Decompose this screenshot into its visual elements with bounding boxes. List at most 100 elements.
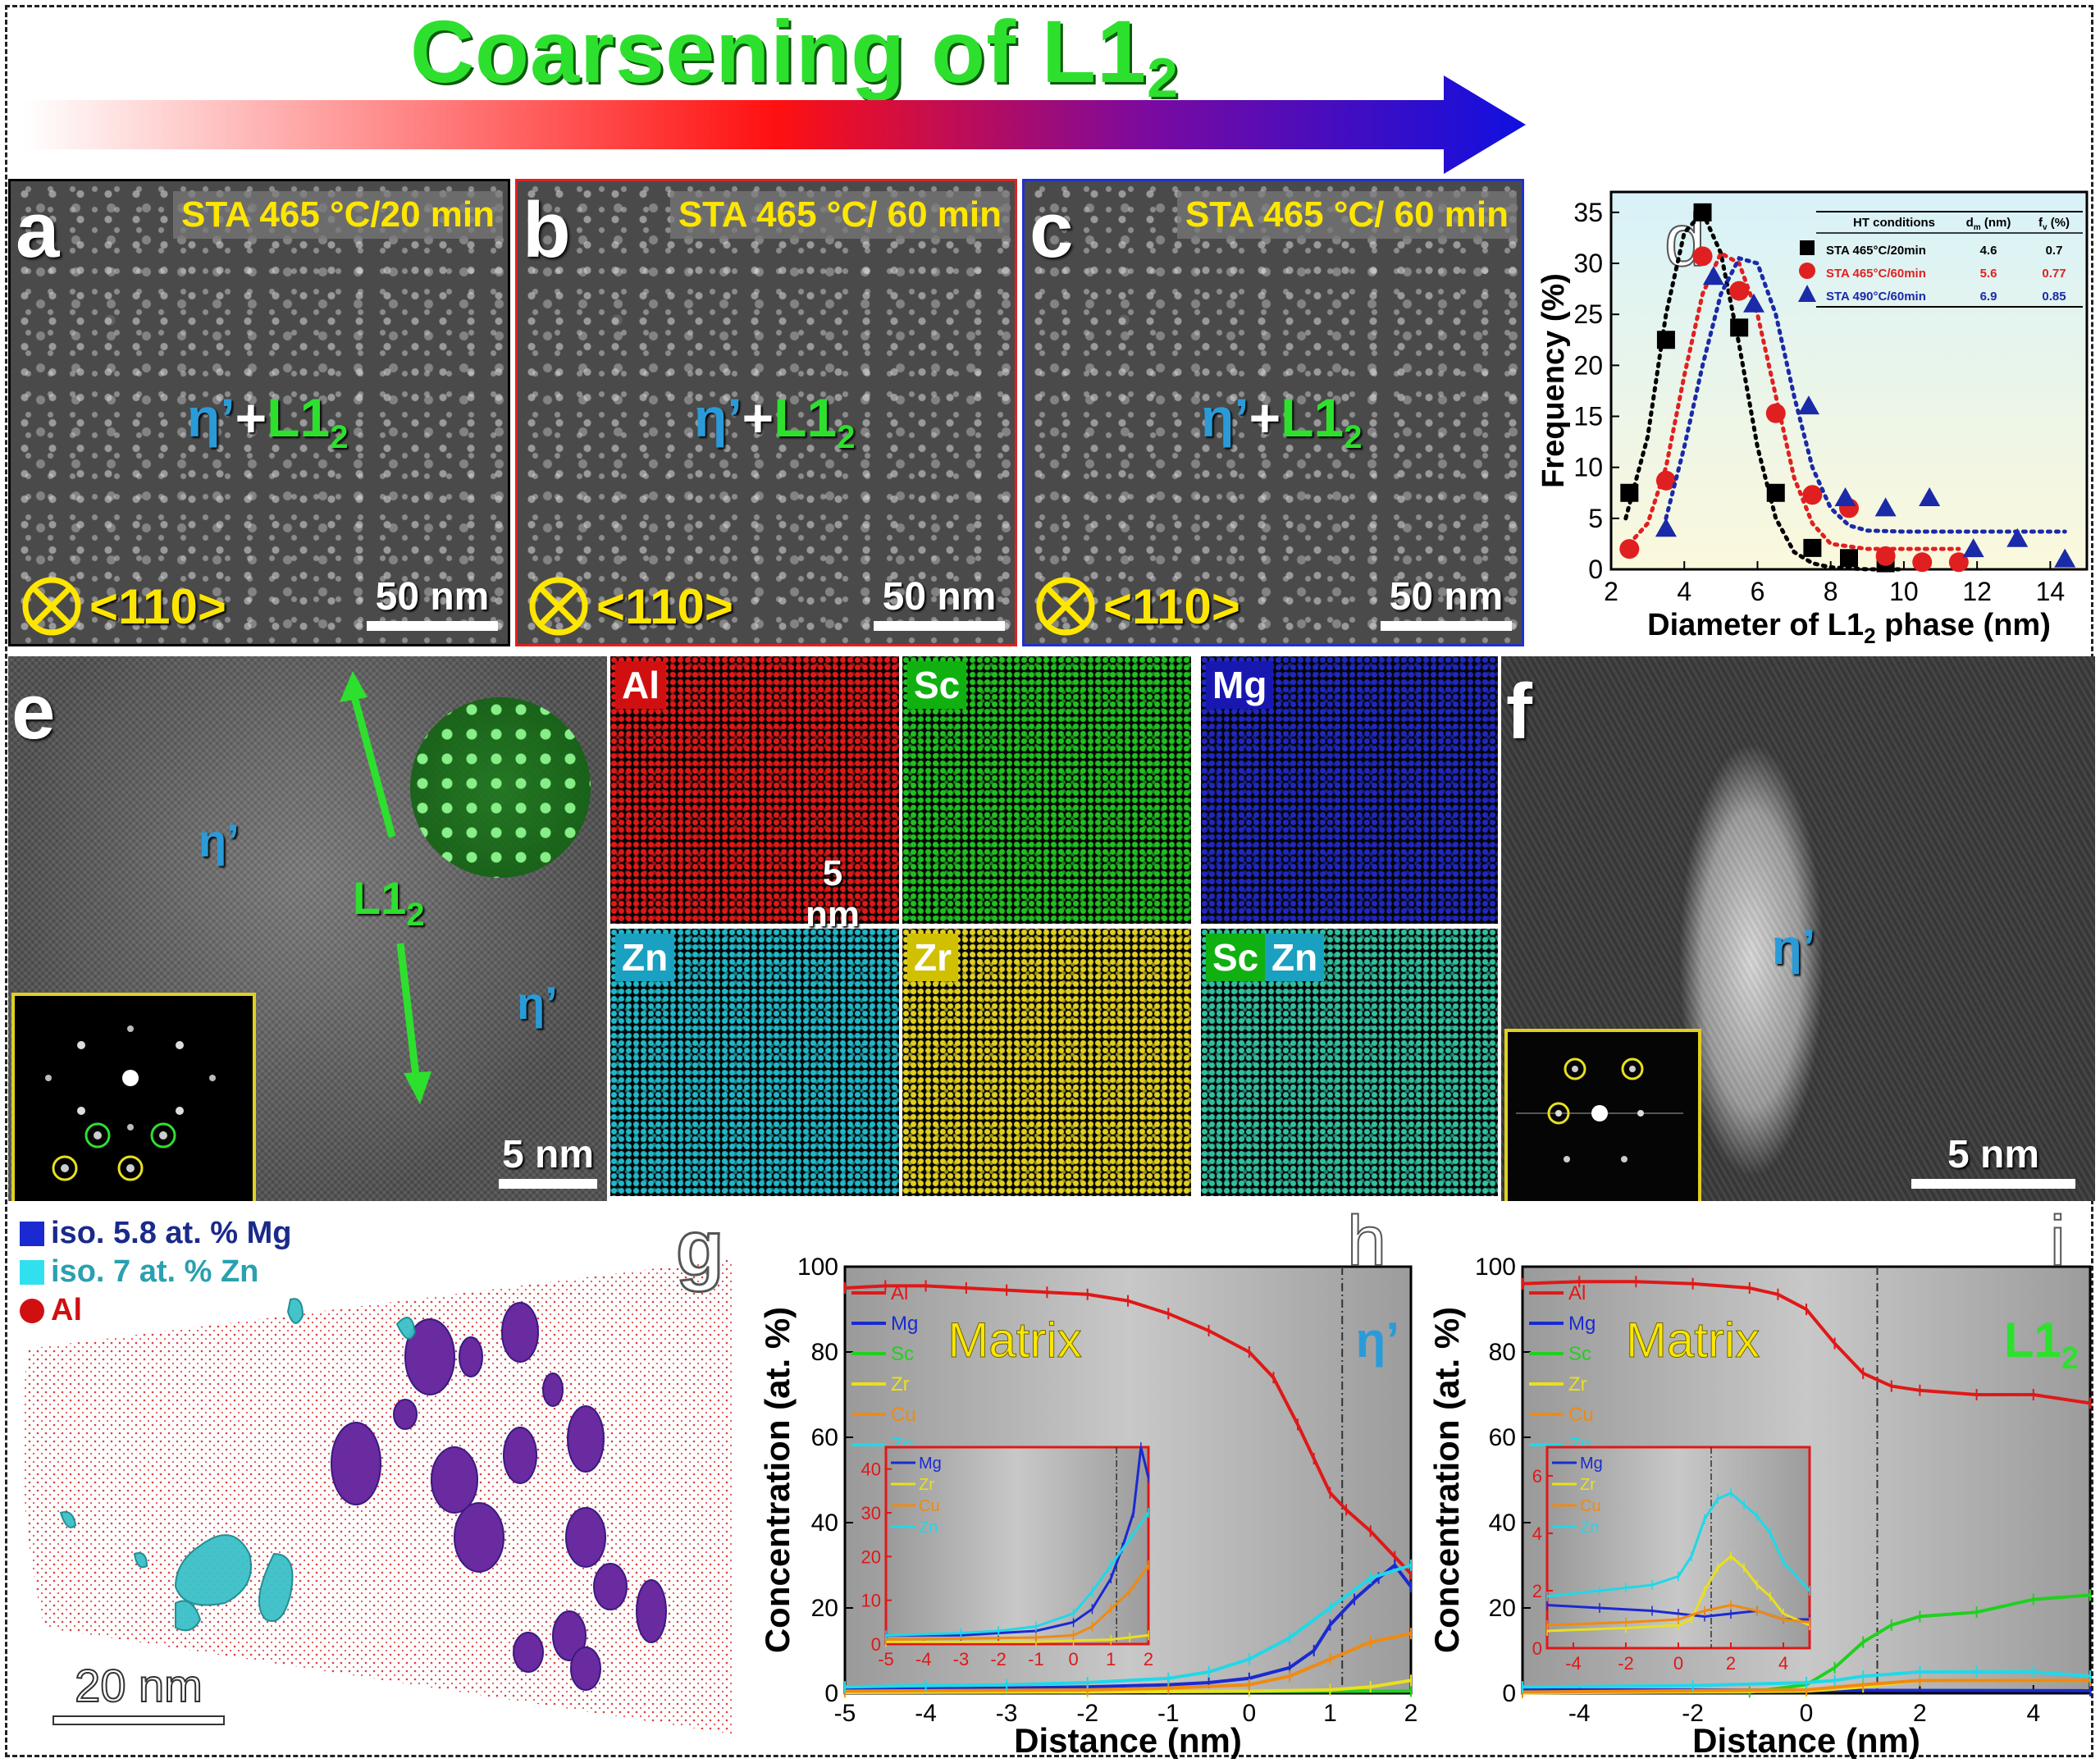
y-tick-label: 25	[1573, 299, 1603, 329]
x-tick-label: -4	[1568, 1700, 1591, 1727]
panel-tag-i: i	[2050, 1209, 2066, 1281]
zone-axis: <110>	[21, 575, 226, 637]
data-point-circle	[1912, 552, 1933, 573]
fft-pattern-f	[1516, 1057, 1683, 1162]
x-tick-label: -2	[1076, 1700, 1098, 1727]
x-tick-label: 6	[1751, 577, 1765, 606]
panel-tag-f: f	[1506, 668, 1532, 756]
series-line-sc	[1522, 1593, 2091, 1694]
inset-y-tick-label: 0	[1532, 1638, 1542, 1659]
inset-x-tick-label: -5	[878, 1649, 894, 1669]
table-cell-dm: 4.6	[1980, 244, 1997, 258]
inset-x-tick-label: 2	[1726, 1653, 1736, 1674]
apt-legend: iso. 5.8 at. % Mg iso. 7 at. % Zn Al	[20, 1216, 292, 1328]
table-cell-condition: STA 490°C/60min	[1826, 290, 1926, 304]
inset-plot-area	[884, 1446, 1150, 1646]
data-point-circle	[1619, 539, 1640, 560]
inset-y-tick-label: 6	[1532, 1466, 1542, 1487]
legend-label: Cu	[891, 1404, 916, 1426]
tspan: v	[2043, 223, 2048, 232]
inset-y-tick-label: 20	[861, 1546, 881, 1567]
legend-label: Sc	[891, 1343, 914, 1365]
fit-curve-2	[1664, 255, 2067, 534]
scale-bar-e: 5 nm	[499, 1132, 597, 1189]
scale-bar-g: 20 nm	[52, 1659, 225, 1725]
inset-legend-label: Zn	[1580, 1519, 1599, 1537]
zone-axis: <110>	[527, 575, 733, 637]
tspan: L1	[2004, 1313, 2061, 1368]
inset-series-line-zr	[1546, 1555, 1810, 1633]
eds-map-sczn: Sc Zn	[1201, 929, 1498, 1196]
data-point-triangle	[1962, 538, 1984, 558]
legend-label: Cu	[1568, 1404, 1594, 1426]
eds-map-zr: Zr	[902, 929, 1191, 1196]
x-tick-label: -1	[1157, 1700, 1180, 1727]
phase-label: η’+L12	[1201, 387, 1363, 455]
y-tick-label: 20	[811, 1595, 838, 1622]
panel-tag: b	[523, 186, 571, 274]
condition-label: STA 465 °C/ 60 min	[669, 191, 1010, 239]
tspan: m	[1974, 223, 1981, 232]
inset-legend-label: Cu	[1580, 1497, 1601, 1515]
scale-bar-eds: 5 nm	[796, 853, 870, 947]
y-tick-label: 80	[1489, 1339, 1516, 1366]
region-label-matrix: Matrix	[1626, 1313, 1760, 1368]
series-line-mg	[845, 1563, 1413, 1691]
y-tick-label: 60	[1489, 1424, 1516, 1451]
panel-g-apt-reconstruction: g iso. 5.8 at. % Mg iso. 7 at. % Zn Al 2…	[11, 1208, 742, 1751]
fft-inset-l12	[410, 697, 591, 878]
diffraction-inset-e	[11, 993, 256, 1201]
table-cell-fv: 0.85	[2042, 290, 2066, 304]
phase-label: η’+L12	[187, 387, 349, 455]
data-point-triangle	[1834, 486, 1856, 506]
y-tick-label: 40	[1489, 1510, 1516, 1537]
panel-tag: a	[16, 186, 60, 274]
eds-map-zn: Zn	[610, 929, 899, 1196]
scale-bar: 50 nm	[1381, 574, 1512, 631]
eds-label: Sc	[1206, 934, 1266, 981]
data-point-square	[1803, 538, 1822, 557]
y-tick-label: 40	[811, 1510, 838, 1537]
y-tick-label: 20	[1573, 350, 1603, 380]
tspan: (nm)	[1981, 216, 2011, 230]
tspan: 2	[2061, 1341, 2079, 1376]
x-axis-label-sub: 2	[1864, 623, 1875, 648]
into-page-icon	[1036, 577, 1095, 636]
eds-label: Zn	[615, 934, 675, 981]
y-tick-label: 100	[1475, 1254, 1516, 1281]
data-point-square	[1730, 318, 1749, 337]
x-tick-label: 0	[1800, 1700, 1814, 1727]
series-line-al	[1522, 1280, 2091, 1405]
legend-al: Al	[20, 1293, 292, 1328]
x-tick-label: 4	[1677, 577, 1691, 606]
data-point-triangle	[1655, 518, 1677, 537]
panel-tag-h: h	[1347, 1209, 1386, 1281]
inset-y-tick-label: 30	[861, 1503, 881, 1523]
inset-y-tick-label: 4	[1532, 1523, 1542, 1544]
eta-label-f: η’	[1772, 920, 1816, 975]
y-tick-label: 0	[1588, 555, 1603, 584]
table-cell-condition: STA 465°C/60min	[1826, 267, 1926, 281]
tspan: (%)	[2048, 216, 2070, 230]
data-point-circle	[1655, 470, 1676, 491]
apt-volume	[22, 1258, 734, 1734]
data-point-square	[1693, 203, 1712, 222]
x-tick-label: 10	[1889, 577, 1919, 606]
eds-label-2: Zn	[1265, 934, 1325, 981]
data-point-circle	[1802, 485, 1823, 505]
x-tick-label: 14	[2036, 577, 2066, 606]
region-label-matrix: Matrix	[947, 1313, 1081, 1368]
x-tick-label: 8	[1824, 577, 1838, 606]
data-point-triangle	[2054, 548, 2076, 568]
y-tick-label: 60	[811, 1424, 838, 1451]
legend-marker	[1799, 263, 1815, 279]
table-cell-fv: 0.7	[2046, 244, 2063, 258]
inset-series-line-zn	[1546, 1491, 1811, 1598]
inset-series-line-zr	[886, 1633, 1149, 1643]
legend-label: Al	[1568, 1282, 1586, 1304]
x-tick-label: 4	[2026, 1700, 2040, 1727]
l12-arrows	[340, 671, 431, 1104]
figure-title: Coarsening of L12	[410, 2, 1179, 109]
